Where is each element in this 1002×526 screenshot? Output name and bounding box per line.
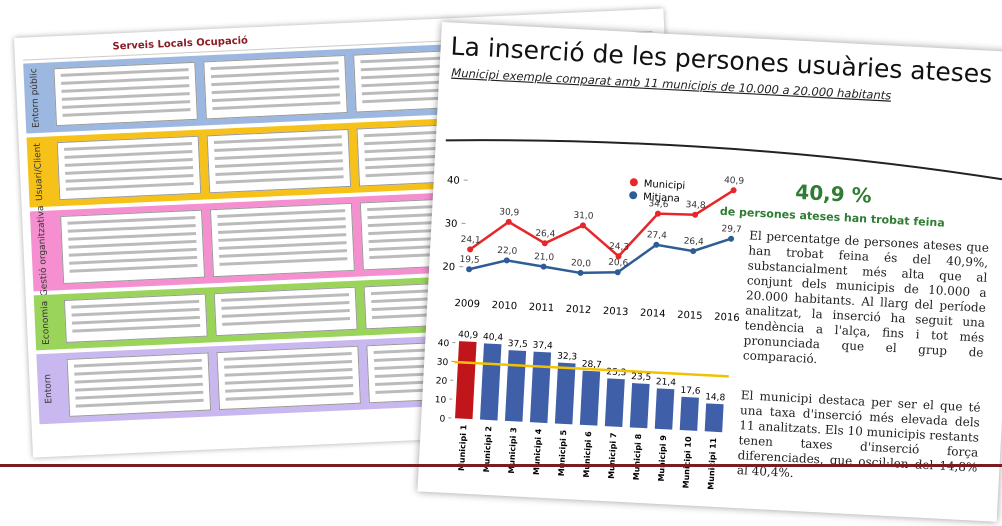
data-label: 40,9 <box>458 330 479 341</box>
y-tick-label: 20 <box>435 376 447 387</box>
y-tick-label: 30 <box>444 218 457 230</box>
data-label: 14,8 <box>705 392 726 403</box>
legend-label: Mitjana <box>643 192 680 205</box>
data-label: 23,5 <box>631 372 652 383</box>
paragraph: El municipi destaca per ser el que té un… <box>737 388 981 490</box>
data-label: 30,9 <box>499 207 520 218</box>
x-tick-label: Municipi 4 <box>532 428 543 475</box>
bar <box>605 378 625 427</box>
x-tick-label: Municipi 7 <box>607 432 618 479</box>
x-tick-label: Municipi 10 <box>681 436 693 489</box>
x-tick-label: 2009 <box>454 298 480 310</box>
x-tick-label: Municipi 8 <box>632 433 643 480</box>
section-side: Entorn <box>36 353 61 424</box>
y-tick-label: 10 <box>434 395 446 406</box>
indicator-card <box>53 62 197 126</box>
indicator-card <box>57 136 201 200</box>
indicator-card <box>67 353 211 417</box>
data-label: 37,5 <box>507 339 528 350</box>
x-tick-label: 2016 <box>714 312 740 324</box>
indicator-card <box>203 55 347 119</box>
bar <box>705 403 724 432</box>
y-tick-label: 0 <box>439 414 446 424</box>
point <box>504 257 510 263</box>
headline-text: de persones ateses han trobat feina <box>720 205 945 230</box>
legend-marker <box>630 178 638 186</box>
x-tick-label: 2014 <box>640 308 666 320</box>
section-label: Entorn públic <box>29 68 42 128</box>
data-label: 32,3 <box>557 351 578 362</box>
x-tick-label: Municipi 6 <box>582 431 593 478</box>
section-side: Entorn públic <box>23 63 48 134</box>
data-label: 26,4 <box>683 237 704 248</box>
bar <box>530 352 551 423</box>
x-tick-label: 2015 <box>677 310 703 322</box>
indicator-card <box>207 129 351 193</box>
x-tick-label: Municipi 9 <box>657 435 668 482</box>
data-label: 20,0 <box>571 258 592 269</box>
bar <box>505 350 526 422</box>
data-label: 24,1 <box>460 235 481 246</box>
page: Serveis Locals Ocupació Entorn públic Usu… <box>0 0 1002 500</box>
section-label: Gestió organitzativa <box>36 205 50 296</box>
data-label: 27,4 <box>647 230 668 241</box>
data-label: 40,9 <box>724 176 745 187</box>
point <box>577 270 583 276</box>
indicator-card <box>210 203 355 277</box>
x-tick-label: 2010 <box>491 300 517 312</box>
data-label: 21,4 <box>656 377 677 388</box>
data-label: 21,0 <box>534 252 555 263</box>
indicator-card <box>216 346 360 410</box>
data-label: 40,4 <box>483 332 504 343</box>
x-tick-label: 2012 <box>566 304 592 316</box>
data-label: 29,7 <box>721 224 742 235</box>
point <box>728 236 734 242</box>
data-label: 22,0 <box>497 246 518 257</box>
data-label: 20,6 <box>608 258 629 269</box>
bar <box>555 363 576 425</box>
bar <box>630 383 650 428</box>
footer-rule <box>0 464 1002 467</box>
y-tick-label: 40 <box>447 175 460 187</box>
bar <box>480 343 501 420</box>
data-label: 34,8 <box>685 200 706 211</box>
section-label: Entorn <box>43 374 54 404</box>
point <box>540 264 546 270</box>
point <box>690 248 696 254</box>
data-label: 24,3 <box>609 242 630 253</box>
legend-marker <box>629 191 637 199</box>
bar <box>655 388 675 429</box>
section-label: Economia <box>40 300 52 345</box>
headline-value: 40,9 % <box>795 180 873 208</box>
data-label: 31,0 <box>573 211 594 222</box>
indicator-card <box>214 287 358 336</box>
paragraph: El percentatge de persones ateses que ha… <box>743 228 990 375</box>
data-label: 19,5 <box>459 255 480 266</box>
x-tick-label: 2013 <box>603 306 629 318</box>
x-tick-label: Municipi 5 <box>557 429 568 476</box>
indicator-card <box>60 210 205 284</box>
data-label: 26,4 <box>535 229 556 240</box>
data-label: 17,6 <box>680 386 701 397</box>
legend-label: Municipi <box>643 179 685 192</box>
x-tick-label: 2011 <box>528 302 554 314</box>
section-side: Usuari/Client <box>27 137 52 208</box>
indicator-card <box>64 294 208 343</box>
data-label: 37,4 <box>532 341 553 352</box>
section-side: Economia <box>34 294 58 350</box>
y-tick-label: 20 <box>442 262 455 274</box>
report-page: La inserció de les persones usuàries ate… <box>417 22 1002 522</box>
divider <box>445 133 1002 179</box>
point <box>466 266 472 272</box>
section-label: Usuari/Client <box>33 143 46 201</box>
bar <box>580 371 600 426</box>
y-tick-label: 40 <box>437 339 449 350</box>
dashboard-title: Serveis Locals Ocupació <box>112 35 248 52</box>
section-side: Gestió organitzativa <box>30 210 56 291</box>
bar <box>680 397 699 431</box>
bar <box>455 341 477 419</box>
y-tick-label: 30 <box>436 358 448 369</box>
